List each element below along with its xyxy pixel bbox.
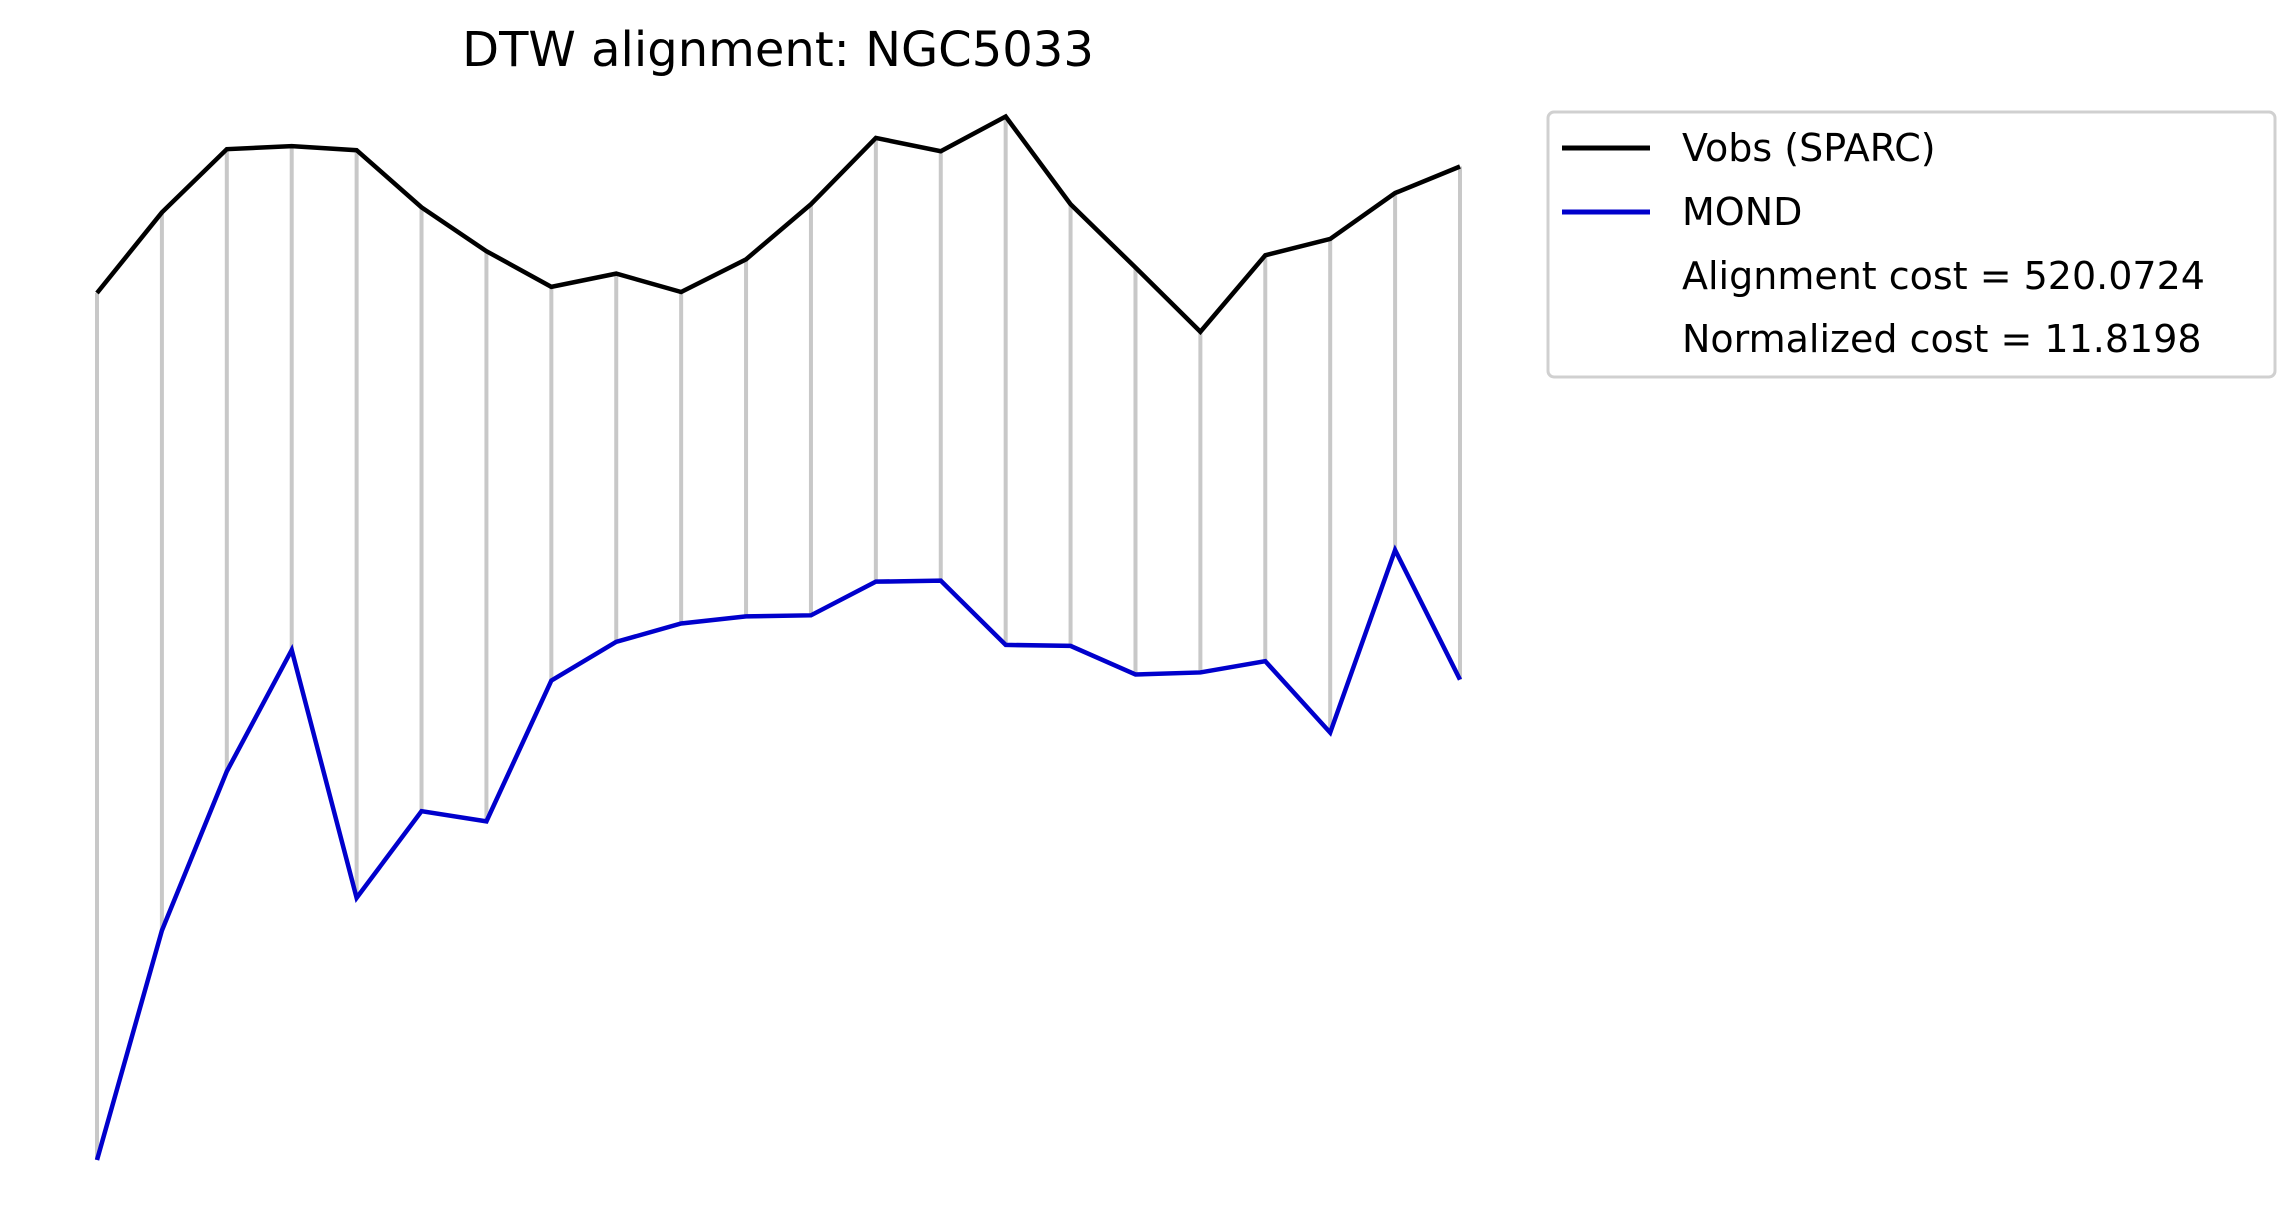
legend-alignment-cost: Alignment cost = 520.0724	[1682, 254, 2205, 298]
alignment-connectors	[95, 116, 1462, 1160]
legend-box	[1546, 110, 2277, 379]
legend-label-vobs: Vobs (SPARC)	[1682, 126, 1936, 170]
legend: Vobs (SPARC) MOND Alignment cost = 520.0…	[1546, 110, 2277, 379]
series-lines	[94, 113, 1463, 1161]
legend-normalized-cost: Normalized cost = 11.8198	[1682, 317, 2202, 361]
series-line-mond	[94, 544, 1463, 1161]
legend-label-mond: MOND	[1682, 190, 1802, 234]
chart-title: DTW alignment: NGC5033	[462, 22, 1094, 78]
series-line-vobs	[95, 113, 1461, 336]
